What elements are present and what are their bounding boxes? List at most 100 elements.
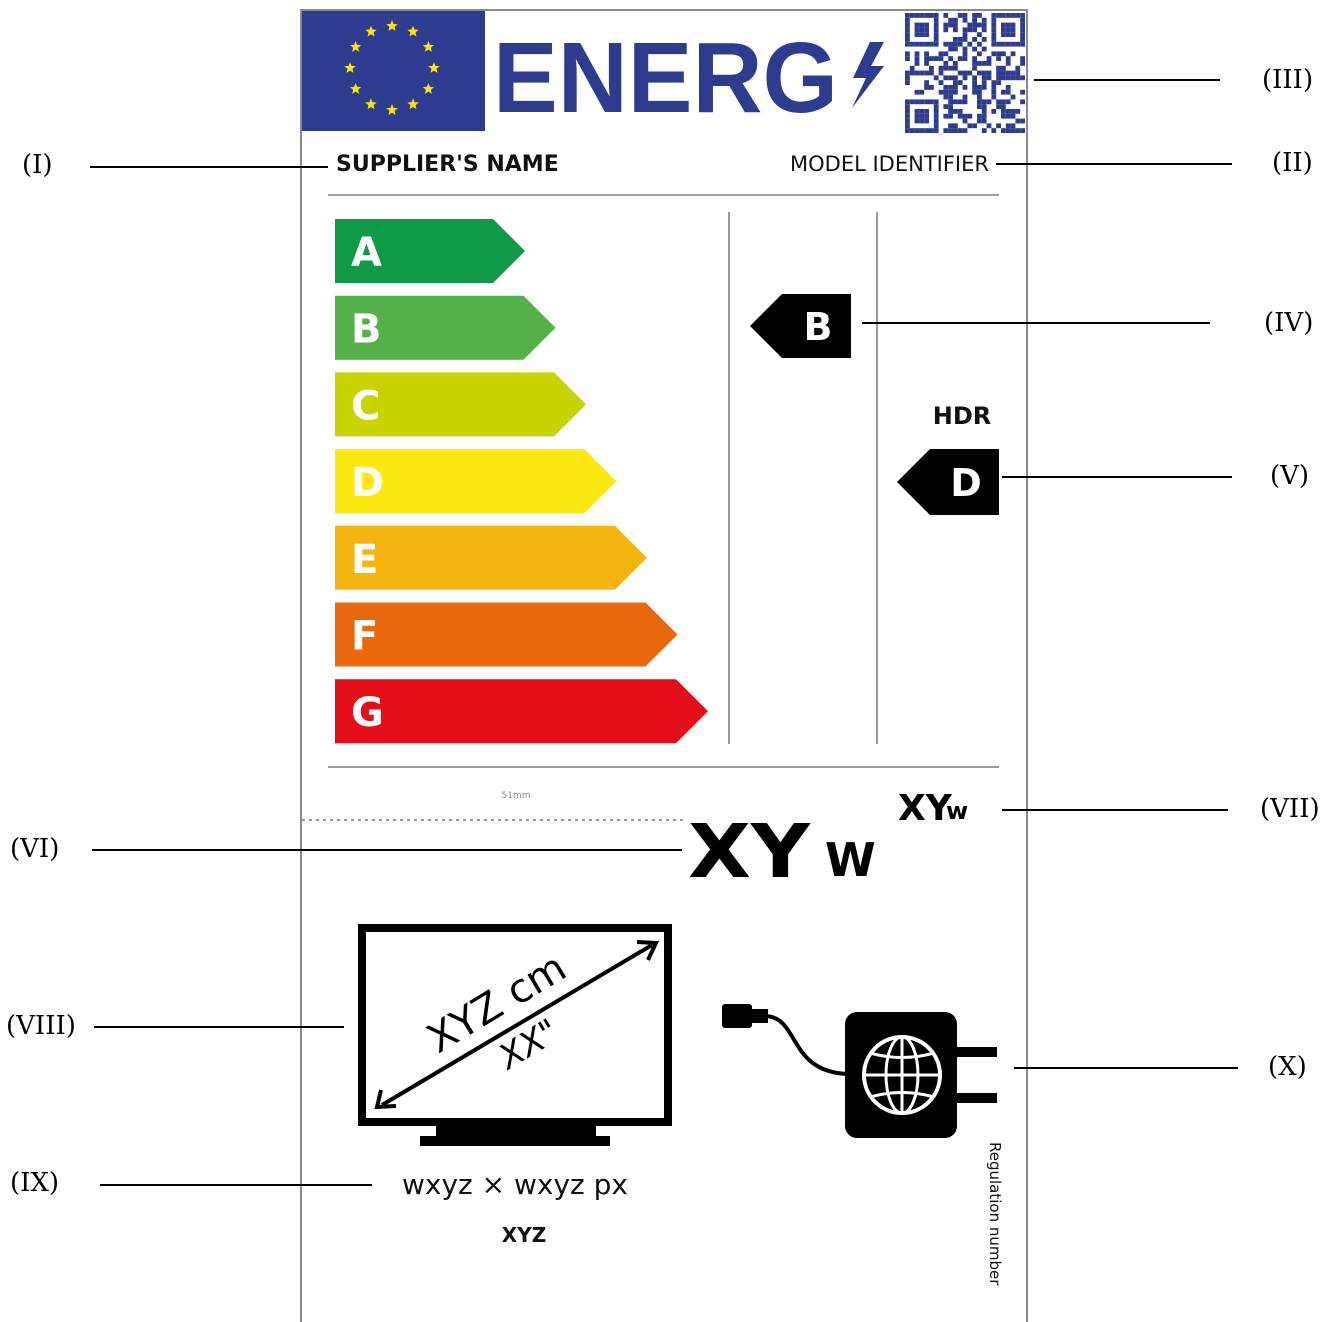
qr-module <box>948 89 953 95</box>
qr-module <box>943 85 949 90</box>
network-power-icon <box>722 1004 997 1138</box>
qr-module <box>977 41 982 47</box>
qr-module <box>905 123 910 129</box>
qr-module <box>933 32 939 37</box>
qr-module <box>991 32 997 37</box>
qr-module <box>909 70 915 76</box>
qr-module <box>972 56 977 61</box>
qr-module <box>972 85 977 90</box>
qr-module <box>943 51 949 57</box>
scale-arrow-d <box>335 449 617 514</box>
qr-module <box>991 22 997 28</box>
qr-module <box>972 46 977 52</box>
qr-module <box>957 109 963 114</box>
qr-module <box>948 113 953 119</box>
scale-arrow-f <box>335 602 678 667</box>
qr-module <box>962 17 968 23</box>
qr-module <box>905 56 910 61</box>
callout-vi: (VI) <box>10 834 60 864</box>
qr-module <box>1001 22 1006 28</box>
qr-module <box>953 46 958 52</box>
qr-module <box>924 41 929 47</box>
qr-module <box>948 85 953 90</box>
qr-module <box>905 113 910 119</box>
qr-module <box>1020 17 1025 23</box>
qr-module <box>948 75 953 81</box>
energy-brand-word: ENERG <box>493 22 838 134</box>
qr-module <box>948 22 953 28</box>
qr-module <box>967 41 973 47</box>
hdr-class-letter: D <box>950 461 982 505</box>
qr-module <box>919 109 925 114</box>
qr-module <box>991 94 997 100</box>
callout-viii: (VIII) <box>6 1011 76 1041</box>
qr-module <box>977 113 982 119</box>
energy-header-band <box>485 11 903 131</box>
qr-module <box>967 123 973 129</box>
qr-module <box>986 99 992 105</box>
qr-module <box>933 56 939 61</box>
qr-module <box>996 80 1001 85</box>
supplier-name: SUPPLIER'S NAME <box>336 152 559 177</box>
qr-module <box>1010 109 1016 114</box>
qr-module <box>977 99 982 105</box>
qr-module <box>933 104 939 109</box>
qr-module <box>1010 13 1016 18</box>
qr-module <box>977 70 982 76</box>
qr-module <box>919 27 925 33</box>
qr-module <box>919 113 925 119</box>
qr-module <box>1015 65 1021 71</box>
qr-module <box>953 17 958 23</box>
scale-letter-e: E <box>351 537 378 583</box>
qr-module <box>943 13 949 18</box>
qr-module <box>977 94 982 100</box>
qr-module <box>914 32 920 37</box>
qr-module <box>943 27 949 33</box>
qr-module <box>967 113 973 119</box>
qr-module <box>1010 51 1016 57</box>
qr-module <box>962 85 968 90</box>
qr-module <box>996 70 1001 76</box>
qr-module <box>962 32 968 37</box>
qr-module <box>914 51 920 57</box>
lightning-bolt-icon <box>852 42 884 108</box>
qr-module <box>957 80 963 85</box>
qr-module <box>1020 56 1025 61</box>
qr-module <box>991 80 997 85</box>
qr-module <box>957 56 963 61</box>
qr-module <box>981 61 987 66</box>
resolution-text: wxyz × wxyz px <box>402 1168 628 1201</box>
qr-module <box>905 27 910 33</box>
qr-module <box>929 13 934 18</box>
qr-module <box>943 41 949 47</box>
model-identifier: MODEL IDENTIFIER <box>790 152 989 176</box>
qr-module <box>972 80 977 85</box>
qr-module <box>1005 123 1011 129</box>
qr-module <box>957 128 963 133</box>
qr-module <box>1005 89 1011 95</box>
qr-module <box>1010 113 1016 119</box>
eu-star-icon <box>428 62 440 73</box>
qr-module <box>991 41 997 47</box>
scale-arrow-a <box>335 219 525 283</box>
qr-module <box>933 27 939 33</box>
callout-v: (V) <box>1270 461 1310 491</box>
qr-module <box>962 70 968 76</box>
sdr-class-indicator <box>750 294 851 358</box>
qr-module <box>933 113 939 119</box>
qr-module <box>929 128 934 133</box>
qr-module <box>919 13 925 18</box>
qr-module <box>1001 104 1006 109</box>
qr-module <box>986 75 992 81</box>
qr-module <box>953 75 958 81</box>
qr-module <box>1001 70 1006 76</box>
qr-module <box>1005 22 1011 28</box>
qr-module <box>1020 75 1025 81</box>
qr-module <box>977 85 982 90</box>
scale-letter-f: F <box>351 614 378 660</box>
qr-module <box>914 128 920 133</box>
qr-module <box>953 89 958 95</box>
qr-module <box>1001 13 1006 18</box>
qr-module <box>914 27 920 33</box>
